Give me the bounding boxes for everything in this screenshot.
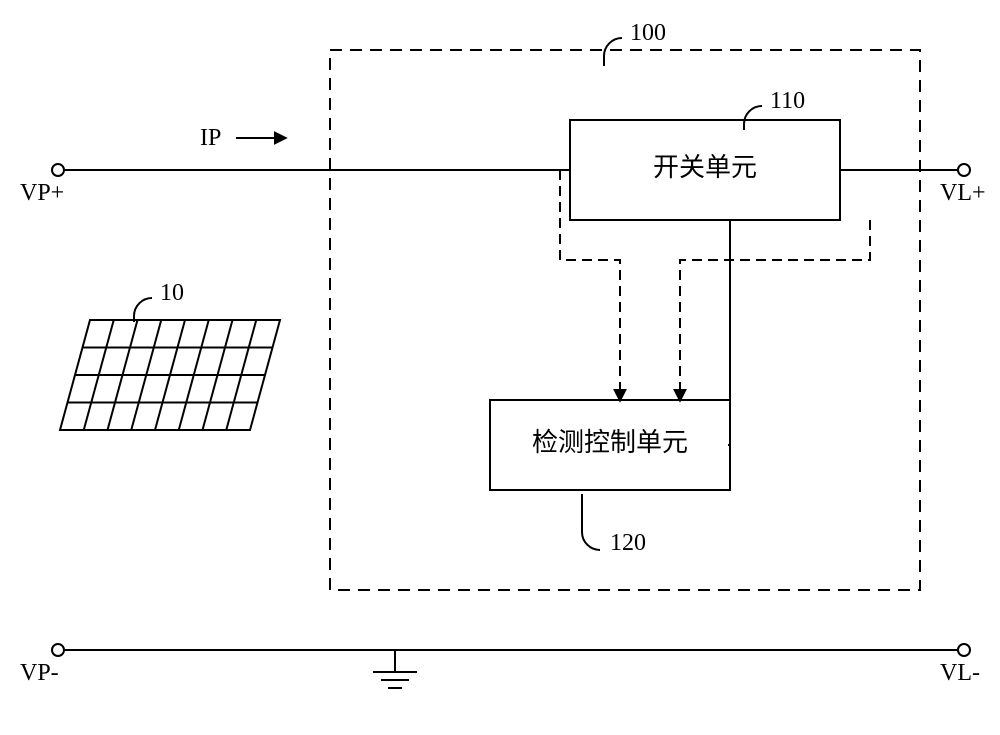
terminal-vp-minus xyxy=(52,644,64,656)
callout-100 xyxy=(604,38,622,66)
vl-plus-label: VL+ xyxy=(940,180,986,206)
terminal-vl-plus xyxy=(958,164,970,176)
ref-120: 120 xyxy=(610,530,646,556)
terminal-vl-minus xyxy=(958,644,970,656)
ref-100: 100 xyxy=(630,20,666,46)
detect-unit-label: 检测控制单元 xyxy=(532,428,688,457)
ref-110: 110 xyxy=(770,88,805,114)
sense-line-2 xyxy=(680,220,870,400)
solar-panel-icon xyxy=(60,320,280,430)
vp-minus-label: VP- xyxy=(20,660,59,686)
switch-unit-label: 开关单元 xyxy=(653,153,757,182)
ground-symbol xyxy=(373,650,417,688)
callout-10 xyxy=(134,298,152,322)
ip-label: IP xyxy=(200,125,221,151)
vl-minus-label: VL- xyxy=(940,660,980,686)
terminal-vp-plus xyxy=(52,164,64,176)
circuit-diagram: 开关单元 检测控制单元 IP VP+ VL+ VP- VL- 100 110 1… xyxy=(0,0,1000,735)
callout-120 xyxy=(582,494,600,550)
vp-plus-label: VP+ xyxy=(20,180,64,206)
ref-10: 10 xyxy=(160,280,184,306)
